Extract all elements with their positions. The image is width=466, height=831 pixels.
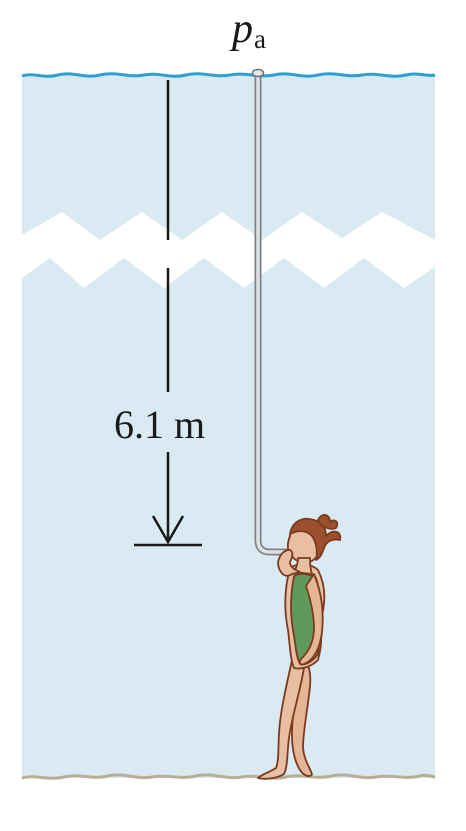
swimmer-front-arm: [277, 549, 301, 577]
atmospheric-pressure-label: pa: [232, 6, 266, 53]
pressure-subscript: a: [254, 24, 266, 54]
swimmer-hair: [289, 517, 342, 561]
pressure-symbol: p: [232, 6, 253, 52]
swimmer-hair-bun: [317, 514, 339, 530]
swimmer-rear-arm: [298, 573, 324, 666]
pool-bottom-line: [21, 773, 436, 780]
snorkel-tube: [251, 68, 292, 556]
zigzag-break: [22, 212, 435, 288]
swimmer-neck: [293, 557, 313, 575]
depth-arrowhead: [151, 515, 185, 545]
tube-opening: [251, 68, 265, 78]
depth-label: 6.1 m: [112, 402, 208, 447]
water-region: [22, 75, 435, 778]
swimmer-figure: [257, 514, 342, 780]
swimmer-front-leg: [257, 659, 305, 780]
water-surface-line: [21, 72, 436, 78]
